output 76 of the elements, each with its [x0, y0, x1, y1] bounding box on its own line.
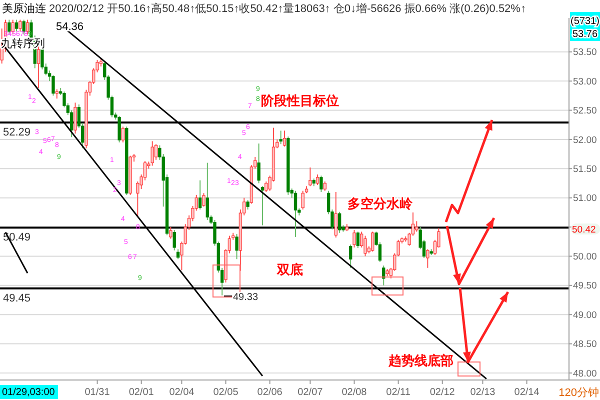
candlestick	[52, 74, 55, 96]
candlestick	[8, 19, 11, 35]
candlestick	[334, 191, 338, 238]
text: (5731)	[570, 16, 600, 27]
candlestick	[348, 244, 352, 268]
candlestick	[415, 220, 418, 232]
x-tick-label: 02/13	[470, 387, 496, 398]
candlestick	[364, 235, 367, 257]
candlestick	[169, 226, 172, 240]
candlestick	[176, 248, 180, 260]
annotation: 49.33	[233, 292, 258, 303]
candlestick	[18, 19, 22, 32]
candlestick	[356, 231, 360, 249]
y-tick-label: 48.00	[573, 368, 597, 380]
candlestick	[320, 175, 323, 192]
text: 120分钟	[558, 387, 599, 399]
chart-subtitle: 2020/02/12 开50.16↑高50.48↑低50.15↑收50.42↑量18063↑ 仓0↓增-56626 振0.66% 涨(0.26)0.52%↑	[49, 2, 526, 15]
x-tick-label: 02/01	[128, 387, 154, 398]
candlestick	[55, 88, 58, 100]
candlestick	[308, 166, 312, 187]
x-tick-label: 02/07	[298, 387, 324, 398]
annotation: 阶段性目标位	[261, 93, 339, 108]
candlestick	[121, 126, 125, 143]
annotation: 54.36	[56, 21, 84, 33]
candlestick	[150, 140, 154, 166]
x-tick-label: 02/04	[169, 387, 195, 398]
x-tick-label: 01/31	[84, 387, 110, 398]
y-tick-label: 51.50	[573, 164, 597, 175]
candlestick	[14, 19, 18, 32]
candlestick	[202, 192, 206, 208]
x-tick-label: 02/11	[386, 387, 411, 398]
y-tick-label: 49.00	[573, 310, 597, 321]
candlestick	[198, 180, 202, 210]
candlestick	[279, 130, 282, 145]
chart-title: 美原油连	[2, 2, 46, 15]
candlestick	[426, 248, 430, 268]
text: 01/29,03:00	[2, 387, 56, 398]
ref-line-label: 52.29	[3, 126, 31, 139]
candlestick	[257, 143, 260, 184]
candlestick	[338, 211, 342, 234]
candlestick	[371, 231, 374, 252]
candlestick	[301, 190, 304, 210]
candlestick	[260, 186, 264, 226]
x-tick-label: 02/12	[430, 387, 456, 398]
y-tick-label: 50.00	[573, 252, 597, 263]
text: 53.76	[572, 29, 598, 40]
candlestick	[22, 19, 26, 35]
candlestick	[206, 162, 209, 221]
y-tick-label: 49.50	[573, 280, 597, 292]
annotation: 多空分水岭	[348, 196, 414, 211]
y-tick-label: 53.50	[573, 47, 597, 58]
candlestick	[316, 174, 320, 186]
x-tick-label: 02/14	[514, 387, 540, 398]
annotation: 双底	[276, 262, 303, 277]
candlestick	[118, 116, 121, 143]
y-tick-label: 52.50	[573, 106, 597, 117]
ref-line-label: 49.45	[3, 292, 31, 304]
candlestick	[74, 102, 77, 134]
annotation: 趋势线底部	[388, 353, 454, 368]
candlestick	[282, 130, 286, 147]
y-tick-label: 51.00	[573, 193, 597, 204]
x-tick-label: 02/06	[257, 387, 283, 398]
candlestick	[246, 200, 250, 210]
candlestick	[26, 19, 30, 35]
candlestick	[172, 229, 176, 251]
y-tick-label: 53.00	[573, 76, 597, 88]
candlestick	[235, 234, 238, 260]
x-tick-label: 02/05	[213, 387, 239, 398]
candlestick	[294, 190, 298, 238]
text: 50.42	[572, 224, 596, 236]
y-tick-label: 48.50	[573, 339, 597, 350]
y-tick-label: 52.00	[573, 134, 597, 146]
candlestick	[323, 180, 326, 192]
candlestick	[352, 229, 356, 248]
x-tick-label: 02/08	[342, 387, 368, 398]
candlestick	[11, 19, 14, 35]
